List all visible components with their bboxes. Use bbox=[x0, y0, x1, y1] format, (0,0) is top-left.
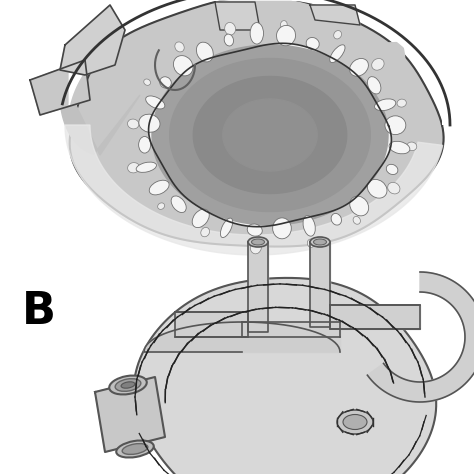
Ellipse shape bbox=[158, 203, 164, 210]
Polygon shape bbox=[0, 237, 474, 474]
Ellipse shape bbox=[367, 77, 381, 94]
Ellipse shape bbox=[330, 45, 345, 63]
Ellipse shape bbox=[310, 237, 330, 247]
Ellipse shape bbox=[337, 410, 373, 434]
Ellipse shape bbox=[353, 217, 360, 224]
Polygon shape bbox=[215, 2, 260, 30]
Ellipse shape bbox=[173, 55, 193, 76]
Ellipse shape bbox=[350, 196, 369, 216]
Ellipse shape bbox=[109, 375, 147, 394]
Ellipse shape bbox=[273, 218, 292, 239]
Ellipse shape bbox=[388, 182, 400, 194]
Ellipse shape bbox=[389, 141, 410, 154]
Polygon shape bbox=[95, 377, 165, 452]
Ellipse shape bbox=[306, 37, 319, 50]
Ellipse shape bbox=[160, 77, 171, 88]
Polygon shape bbox=[242, 322, 340, 352]
Polygon shape bbox=[223, 99, 317, 171]
Polygon shape bbox=[0, 0, 474, 237]
Polygon shape bbox=[248, 242, 268, 332]
Ellipse shape bbox=[138, 137, 151, 153]
Polygon shape bbox=[60, 76, 140, 155]
Ellipse shape bbox=[175, 42, 184, 52]
Ellipse shape bbox=[224, 34, 234, 46]
Ellipse shape bbox=[248, 237, 268, 247]
Ellipse shape bbox=[374, 99, 396, 110]
Ellipse shape bbox=[128, 163, 139, 173]
Ellipse shape bbox=[139, 114, 160, 132]
Ellipse shape bbox=[372, 58, 384, 70]
Ellipse shape bbox=[331, 213, 341, 225]
Ellipse shape bbox=[397, 99, 406, 107]
Ellipse shape bbox=[128, 119, 139, 129]
Ellipse shape bbox=[121, 382, 135, 388]
Ellipse shape bbox=[250, 23, 264, 44]
Ellipse shape bbox=[252, 239, 264, 245]
Polygon shape bbox=[193, 76, 346, 193]
Ellipse shape bbox=[407, 142, 417, 151]
Ellipse shape bbox=[386, 164, 398, 174]
Polygon shape bbox=[60, 5, 125, 75]
Ellipse shape bbox=[276, 26, 296, 46]
Polygon shape bbox=[310, 5, 360, 25]
Ellipse shape bbox=[250, 241, 261, 254]
Polygon shape bbox=[30, 60, 90, 115]
Ellipse shape bbox=[192, 209, 209, 228]
Polygon shape bbox=[345, 42, 405, 114]
Ellipse shape bbox=[367, 179, 387, 198]
Ellipse shape bbox=[303, 216, 315, 236]
Ellipse shape bbox=[307, 239, 314, 247]
Ellipse shape bbox=[281, 21, 287, 28]
Ellipse shape bbox=[146, 96, 165, 109]
Polygon shape bbox=[242, 322, 340, 337]
Ellipse shape bbox=[122, 444, 148, 455]
Ellipse shape bbox=[115, 379, 141, 392]
Ellipse shape bbox=[116, 440, 154, 457]
Ellipse shape bbox=[201, 228, 210, 237]
Polygon shape bbox=[70, 0, 444, 246]
Polygon shape bbox=[69, 0, 443, 125]
Text: B: B bbox=[22, 291, 56, 334]
Polygon shape bbox=[65, 125, 443, 255]
Polygon shape bbox=[170, 58, 370, 211]
Ellipse shape bbox=[144, 79, 150, 85]
Ellipse shape bbox=[343, 414, 367, 429]
Ellipse shape bbox=[350, 58, 368, 76]
Ellipse shape bbox=[225, 22, 236, 35]
Ellipse shape bbox=[196, 42, 213, 62]
Polygon shape bbox=[310, 242, 330, 327]
Polygon shape bbox=[175, 312, 248, 337]
Ellipse shape bbox=[385, 116, 406, 135]
Ellipse shape bbox=[334, 31, 342, 39]
Polygon shape bbox=[152, 45, 388, 225]
Polygon shape bbox=[148, 43, 392, 227]
Polygon shape bbox=[367, 272, 474, 402]
Ellipse shape bbox=[149, 180, 169, 195]
Ellipse shape bbox=[171, 196, 186, 212]
Polygon shape bbox=[330, 305, 420, 329]
Ellipse shape bbox=[136, 162, 156, 173]
Polygon shape bbox=[144, 322, 340, 352]
Ellipse shape bbox=[313, 239, 327, 245]
Polygon shape bbox=[134, 278, 436, 474]
Ellipse shape bbox=[247, 224, 262, 236]
Ellipse shape bbox=[220, 218, 233, 237]
